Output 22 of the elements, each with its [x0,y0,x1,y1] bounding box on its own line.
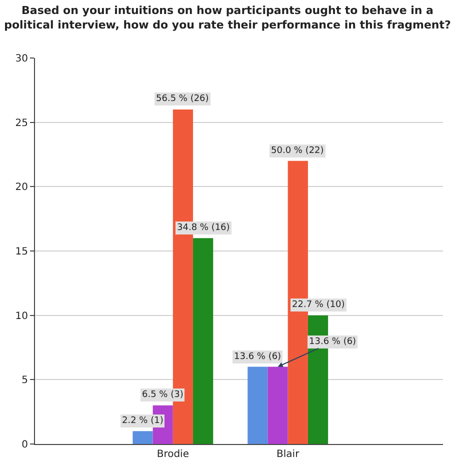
chart-title: Based on your intuitions on how participants ought to behave in a political interview, how do you rate their performance in this fragment? [4,4,451,32]
data-label: 6.5 % (3) [142,390,184,400]
bar [268,366,288,444]
y-tick-label: 15 [15,246,28,258]
data-label: 13.6 % (6) [234,352,282,362]
x-tick-label: Brodie [156,449,189,460]
data-label: 22.7 % (10) [292,300,345,310]
y-tick-label: 5 [22,375,28,386]
bar [248,366,268,444]
y-tick-label: 0 [22,440,28,450]
bar [132,431,153,444]
bar [193,238,214,444]
data-label: 2.2 % (1) [122,416,164,426]
data-label: 13.6 % (6) [309,337,356,347]
data-label: 56.5 % (26) [156,94,209,104]
x-tick-label: Blair [276,449,300,460]
y-tick-label: 10 [15,310,28,322]
y-tick-label: 20 [15,182,28,194]
data-label: 34.8 % (16) [177,223,230,233]
y-tick-label: 30 [15,54,28,64]
y-tick-label: 25 [15,118,28,129]
data-label: 50.0 % (22) [271,146,324,156]
